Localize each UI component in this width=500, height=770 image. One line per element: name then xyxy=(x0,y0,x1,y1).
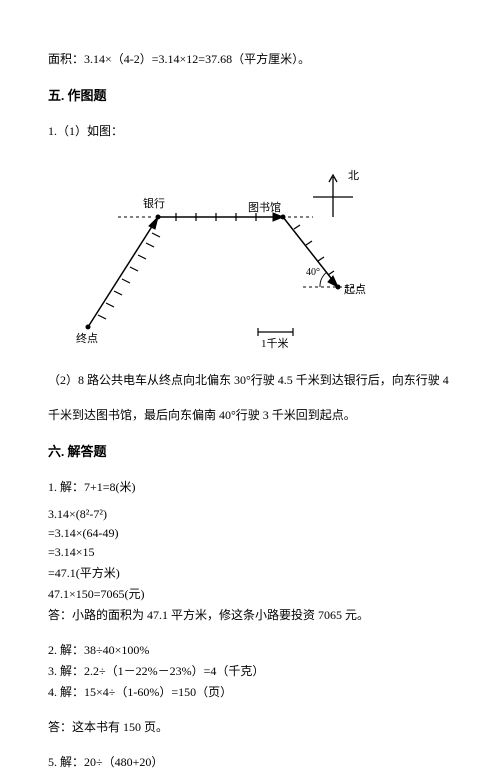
q1-l7: 答：小路的面积为 47.1 平方米，修这条小路要投资 7065 元。 xyxy=(48,606,452,623)
end-label: 终点 xyxy=(76,331,98,345)
q5: 5. 解：20÷（480+20） xyxy=(48,753,452,770)
area-formula-line: 面积：3.14×（4-2）=3.14×12=37.68（平方厘米）。 xyxy=(48,50,452,67)
north-label: 北 xyxy=(348,169,359,182)
scale-label: 1千米 xyxy=(261,337,289,350)
q1-l6: 47.1×150=7065(元) xyxy=(48,585,452,602)
q1-l3: =3.14×(64-49) xyxy=(48,526,452,541)
item-5-2a: （2）8 路公共电车从终点向北偏东 30°行驶 4.5 千米到达银行后，向东行驶… xyxy=(48,371,452,388)
item-5-2b: 千米到达图书馆，最后向东偏南 40°行驶 3 千米回到起点。 xyxy=(48,406,452,423)
start-label: 起点 xyxy=(344,283,366,296)
q1-l2: 3.14×(8²-7²) xyxy=(48,507,452,522)
bank-label: 银行 xyxy=(143,196,165,210)
section-6-heading: 六. 解答题 xyxy=(48,441,452,460)
q3: 3. 解：2.2÷（1－22%－23%）=4（千克） xyxy=(48,662,452,679)
q2: 2. 解：38÷40×100% xyxy=(48,641,452,658)
q4: 4. 解：15×4÷（1-60%）=150（页） xyxy=(48,683,452,700)
q1-l1: 1. 解：7+1=8(米) xyxy=(48,478,452,495)
q1-l4: =3.14×15 xyxy=(48,545,452,560)
diagram-figure: 北 xyxy=(48,157,452,357)
section-5-heading: 五. 作图题 xyxy=(48,85,452,104)
angle-label: 40° xyxy=(306,267,320,278)
q4-ans: 答：这本书有 150 页。 xyxy=(48,718,452,735)
route-diagram-svg: 北 xyxy=(48,157,388,357)
item-5-1: 1.（1）如图： xyxy=(48,122,452,139)
q1-l5: =47.1(平方米) xyxy=(48,564,452,581)
library-label: 图书馆 xyxy=(248,200,281,214)
